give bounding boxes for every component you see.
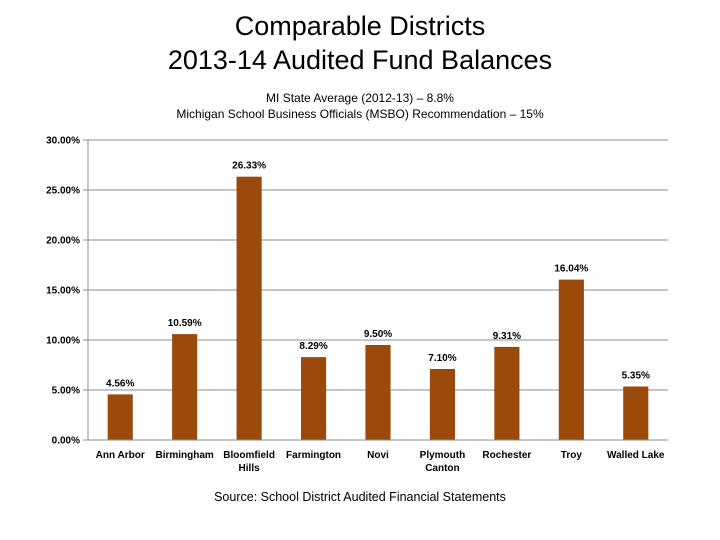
bar: [558, 279, 584, 440]
data-label: 26.33%: [232, 161, 266, 172]
y-tick-label: 20.00%: [46, 236, 80, 247]
x-tick-label: Plymouth: [420, 450, 466, 461]
y-tick-label: 30.00%: [46, 136, 80, 147]
x-tick-label: Farmington: [286, 450, 341, 461]
data-label: 9.31%: [493, 331, 521, 342]
bar: [623, 386, 649, 440]
bar: [107, 394, 133, 440]
labels: 0.00% 5.00% 10.00% 15.00% 20.00% 25.00% 30.00%…: [46, 136, 665, 475]
y-tick-label: 0.00%: [52, 436, 80, 447]
chart-subtitle-line2: Michigan School Business Officials (MSBO…: [176, 107, 544, 121]
bar: [300, 357, 327, 440]
data-label: 16.04%: [554, 264, 588, 275]
x-tick-label: Birmingham: [155, 450, 213, 461]
y-tick-label: 25.00%: [46, 186, 80, 197]
chart-title-line1: Comparable Districts: [234, 11, 486, 41]
x-tick-label: Bloomfield: [223, 450, 275, 461]
chart-subtitle-line1: MI State Average (2012-13) – 8.8%: [266, 91, 454, 105]
chart-title-line2: 2013-14 Audited Fund Balances: [167, 45, 553, 75]
bar: [494, 346, 520, 440]
bar: [365, 345, 391, 440]
data-label: 8.29%: [299, 341, 327, 352]
bars: [107, 176, 649, 440]
y-tick-label: 15.00%: [46, 286, 80, 297]
x-tick-label: Novi: [367, 450, 389, 461]
axes: [83, 139, 668, 441]
data-label: 10.59%: [168, 318, 202, 329]
bar: [172, 334, 198, 440]
data-label: 7.10%: [428, 353, 456, 364]
data-label: 9.50%: [364, 329, 392, 340]
x-tick-label: Troy: [561, 450, 583, 461]
y-tick-label: 5.00%: [52, 386, 80, 397]
bar: [236, 176, 262, 440]
x-tick-label: Rochester: [482, 450, 531, 461]
x-tick-label: Hills: [239, 463, 261, 474]
x-tick-label: Walled Lake: [607, 450, 665, 461]
bar-chart: 0.00% 5.00% 10.00% 15.00% 20.00% 25.00% 30.00%…: [46, 136, 668, 475]
bar: [429, 369, 456, 440]
x-tick-label: Canton: [425, 463, 459, 474]
source-note: Source: School District Audited Financia…: [214, 490, 506, 504]
y-tick-label: 10.00%: [46, 336, 80, 347]
data-label: 5.35%: [622, 371, 650, 382]
x-tick-label: Ann Arbor: [96, 450, 145, 461]
data-label: 4.56%: [106, 378, 134, 389]
